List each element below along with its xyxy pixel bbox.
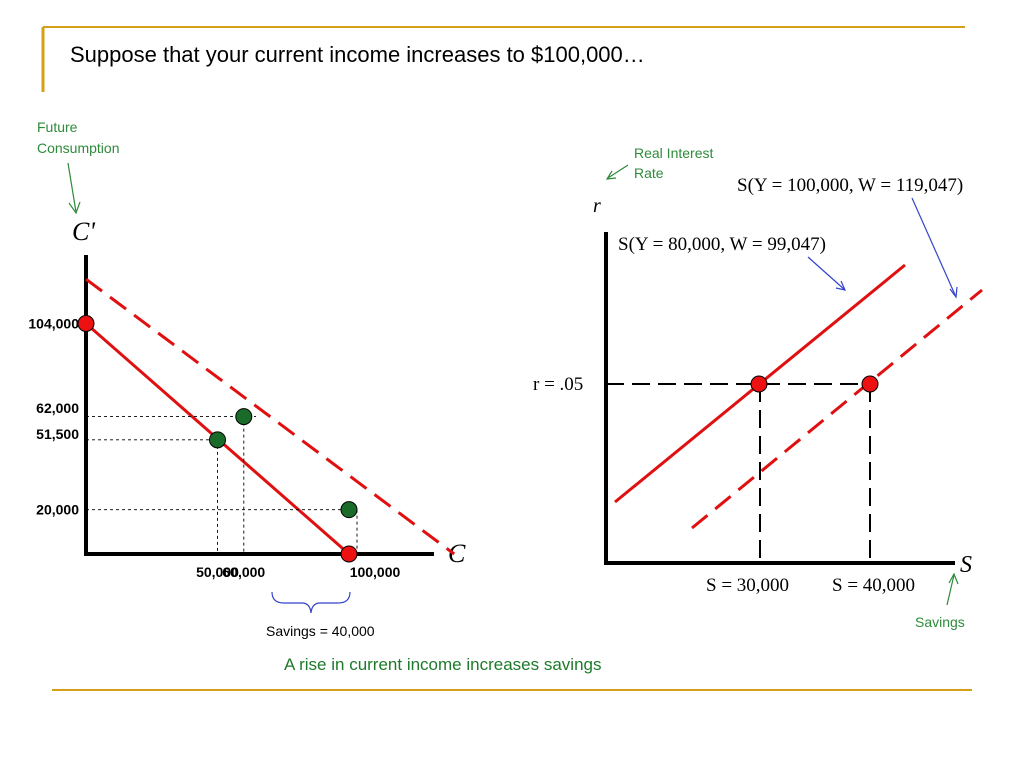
savings-curve-dashed bbox=[691, 288, 983, 530]
left-guides bbox=[86, 416, 358, 554]
y-tick-label: 62,000 bbox=[36, 400, 79, 416]
y-tick-label: 104,000 bbox=[28, 316, 79, 332]
savings-note: Savings bbox=[915, 614, 965, 630]
right-y-axis-label: r bbox=[593, 195, 601, 217]
savings-curve-dashed-label: S(Y = 100,000, W = 119,047) bbox=[737, 175, 963, 196]
solid-curve-pointer bbox=[807, 256, 846, 291]
savings-note-arrow bbox=[946, 574, 955, 606]
green-point bbox=[209, 431, 226, 449]
dashed-curve-pointer-head bbox=[949, 286, 958, 299]
x-tick-label: 60,000 bbox=[222, 564, 265, 580]
savings-curve-solid-label: S(Y = 80,000, W = 99,047) bbox=[618, 234, 826, 255]
green-point bbox=[235, 408, 253, 426]
dashed-curve-pointer bbox=[911, 197, 957, 298]
savings-label-1: S = 30,000 bbox=[706, 575, 789, 596]
future-consumption-arrow bbox=[67, 162, 77, 213]
future-consumption-arrowhead bbox=[68, 201, 81, 215]
equilibrium-point-1 bbox=[750, 375, 768, 393]
left-y-axis-label: C' bbox=[72, 217, 95, 246]
equilibrium-point-2 bbox=[861, 375, 879, 393]
x-tick-label: 50,000 bbox=[196, 564, 239, 580]
x-tick-label: 100,000 bbox=[350, 564, 401, 580]
savings-brace bbox=[271, 591, 351, 614]
future-consumption-note: Future Consumption bbox=[37, 119, 120, 156]
slide-title: Suppose that your current income increas… bbox=[70, 42, 645, 67]
solid-curve-pointer-head bbox=[835, 280, 847, 291]
caption: A rise in current income increases savin… bbox=[284, 655, 602, 674]
y-tick-label: 20,000 bbox=[36, 502, 79, 518]
savings-note-arrowhead bbox=[948, 572, 959, 585]
savings-brace-note: Savings = 40,000 bbox=[266, 623, 375, 639]
savings-label-2: S = 40,000 bbox=[832, 575, 915, 596]
real-interest-arrow bbox=[607, 164, 629, 179]
rate-label: r = .05 bbox=[533, 374, 583, 395]
real-interest-note: Real Interest Rate bbox=[634, 145, 713, 181]
left-x-axis-label: C bbox=[448, 539, 466, 568]
budget-line-dashed bbox=[85, 277, 456, 556]
right-x-axis-label: S bbox=[960, 552, 972, 578]
red-point bbox=[77, 315, 95, 332]
y-tick-label: 51,500 bbox=[36, 426, 79, 442]
red-point bbox=[340, 545, 358, 563]
left-points bbox=[77, 315, 358, 563]
left-y-ticks: 104,000 62,000 51,500 20,000 bbox=[28, 316, 79, 518]
green-point bbox=[340, 501, 358, 519]
real-interest-arrowhead bbox=[605, 170, 617, 180]
